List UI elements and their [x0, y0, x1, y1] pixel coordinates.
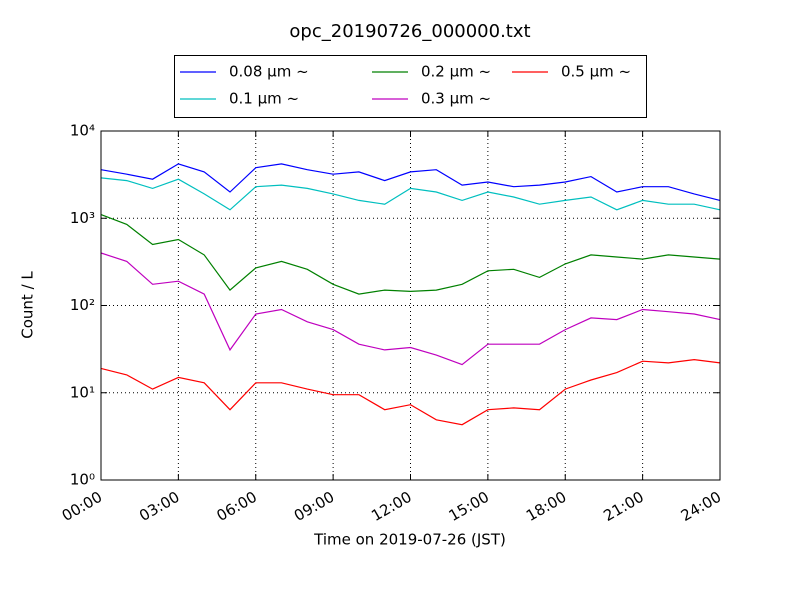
x-tick-label: 00:00 — [59, 488, 105, 525]
series-line — [100, 163, 721, 201]
legend-label: 0.3 μm ~ — [421, 90, 491, 108]
chart-title: opc_20190726_000000.txt — [289, 21, 530, 42]
legend-label: 0.08 μm ~ — [229, 63, 309, 81]
y-tick-label: 10³ — [70, 209, 95, 227]
legend-label: 0.2 μm ~ — [421, 63, 491, 81]
series-line — [100, 177, 721, 211]
x-tick-label: 12:00 — [368, 488, 414, 525]
series-line — [100, 252, 721, 366]
x-tick-label: 06:00 — [214, 488, 260, 525]
x-tick-label: 09:00 — [291, 488, 337, 525]
y-axis-label: Count / L — [19, 271, 37, 339]
x-tick-label: 15:00 — [446, 488, 492, 525]
x-tick-label: 03:00 — [136, 488, 182, 525]
plot-frame — [100, 130, 721, 481]
x-tick-label: 18:00 — [523, 488, 569, 525]
x-tick-label: 24:00 — [678, 488, 724, 525]
series-line — [100, 214, 721, 295]
y-tick-label: 10⁴ — [70, 122, 95, 140]
y-tick-label: 10² — [70, 296, 95, 314]
x-tick-label: 21:00 — [600, 488, 646, 525]
legend-box — [174, 55, 647, 118]
y-tick-label: 10⁰ — [70, 471, 95, 489]
x-axis-label: Time on 2019-07-26 (JST) — [313, 531, 506, 549]
series-line — [100, 358, 721, 426]
legend-label: 0.5 μm ~ — [561, 63, 631, 81]
y-tick-label: 10¹ — [70, 383, 95, 401]
legend-label: 0.1 μm ~ — [229, 90, 299, 108]
